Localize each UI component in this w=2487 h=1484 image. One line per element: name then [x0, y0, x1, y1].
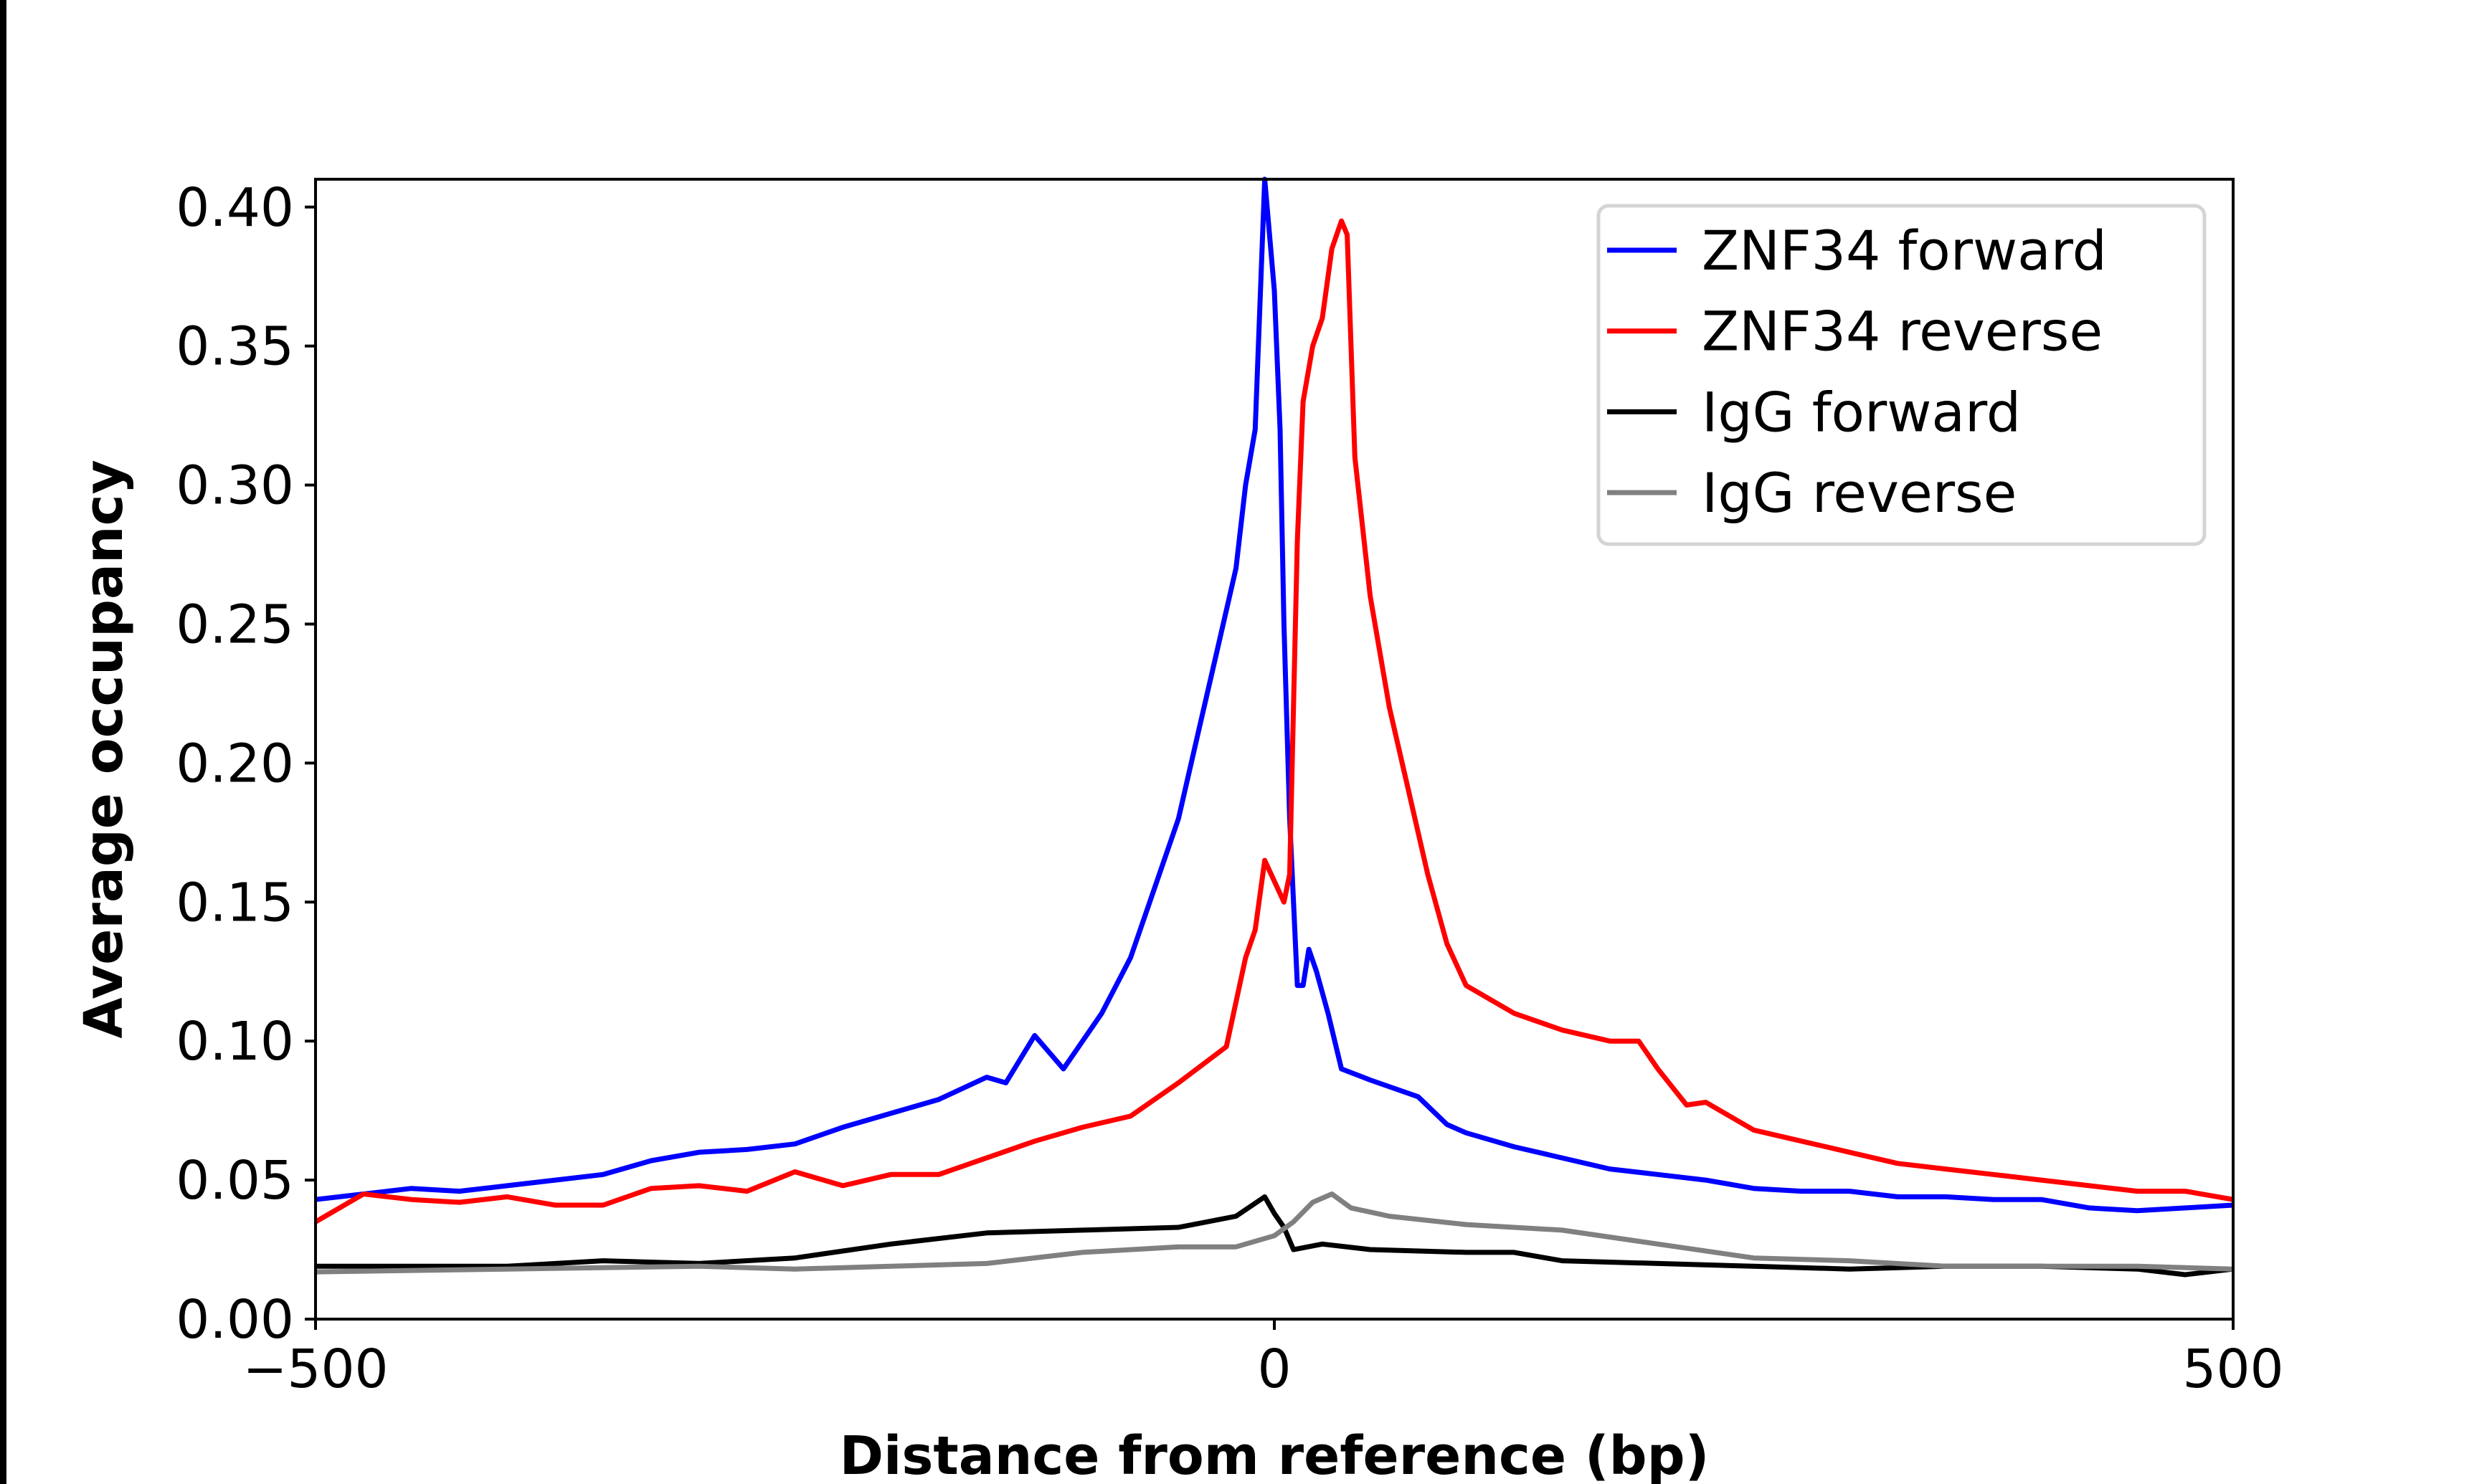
x-tick-label: 0 — [1257, 1338, 1291, 1400]
series-line-znf34-forward — [315, 176, 2234, 1214]
series-line-znf34-reverse — [314, 218, 2234, 1224]
legend-label: IgG forward — [1702, 380, 2021, 444]
legend-box — [1596, 204, 2207, 546]
y-tick-label: 0.15 — [176, 872, 294, 933]
y-axis: 0.00 0.05 0.10 0.15 0.20 0.25 0.30 0.35 0.40 — [176, 177, 316, 1351]
series-layer — [314, 176, 2234, 1278]
legend-label: ZNF34 reverse — [1702, 300, 2103, 363]
y-tick-label: 0.35 — [176, 316, 294, 378]
x-tick-label: 500 — [2182, 1338, 2283, 1400]
legend-label: ZNF34 forward — [1702, 219, 2107, 282]
x-tick-label: −500 — [242, 1338, 388, 1400]
y-axis-label: Average occupancy — [73, 460, 135, 1038]
legend: ZNF34 forward ZNF34 reverse IgG forward IgG… — [1596, 204, 2207, 546]
y-tick-label: 0.20 — [176, 733, 294, 794]
y-tick-label: 0.05 — [176, 1150, 294, 1212]
left-border — [0, 0, 6, 1484]
y-tick-label: 0.30 — [176, 455, 294, 517]
y-tick-label: 0.40 — [176, 177, 294, 239]
legend-label: IgG reverse — [1702, 461, 2017, 525]
series-line-igg-forward — [316, 1194, 2234, 1278]
x-axis-label: Distance from reference (bp) — [840, 1425, 1710, 1484]
x-axis: −500 0 500 — [242, 1319, 2284, 1400]
y-tick-label: 0.10 — [176, 1011, 294, 1072]
y-tick-label: 0.25 — [176, 594, 294, 655]
series-line-igg-reverse — [315, 1192, 2234, 1275]
y-tick-label: 0.00 — [176, 1289, 294, 1351]
